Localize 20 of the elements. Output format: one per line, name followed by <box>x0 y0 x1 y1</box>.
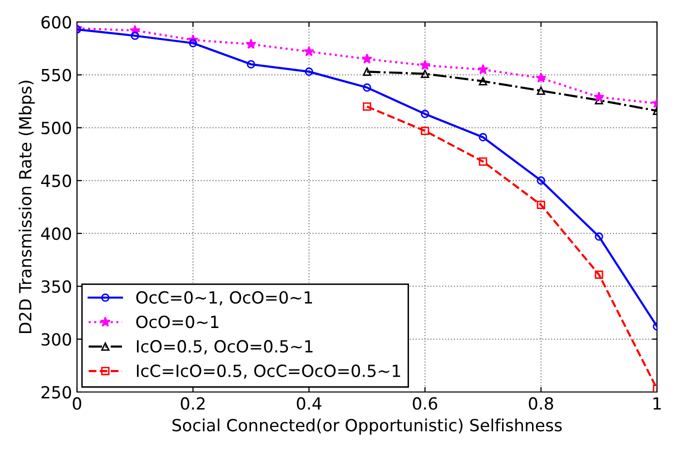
y-tick-label: 500 <box>42 122 72 134</box>
y-tick-label: 550 <box>42 68 72 82</box>
y-tick-label: 300 <box>42 333 72 346</box>
y-tick-label: 600 <box>41 16 72 29</box>
x-tick-label: 0.8 <box>528 397 554 410</box>
x-tick-label: 0 <box>72 397 82 410</box>
legend-label: IcC=IcO=0.5, OcC=OcO=0.5~1 <box>136 364 400 379</box>
y-tick-label: 250 <box>42 386 72 399</box>
legend-label: IcO=0.5, OcO=0.5~1 <box>136 340 312 354</box>
legend-label: OcC=0~1, OcO=0~1 <box>136 291 312 306</box>
y-tick-label: 350 <box>42 280 72 293</box>
y-tick-label: 400 <box>41 227 72 240</box>
x-tick-label: 0.6 <box>412 397 438 410</box>
y-axis-title: D2D Transmission Rate (Mbps) <box>18 80 35 333</box>
x-axis-title: Social Connected(or Opportunistic) Selfishness <box>172 418 562 435</box>
x-tick-label: 0.4 <box>296 397 322 410</box>
x-tick-label: 0.2 <box>180 397 205 410</box>
y-tick-label: 450 <box>41 174 72 188</box>
legend-label: OcO=0~1 <box>136 316 218 328</box>
x-tick-label: 1 <box>654 397 661 410</box>
